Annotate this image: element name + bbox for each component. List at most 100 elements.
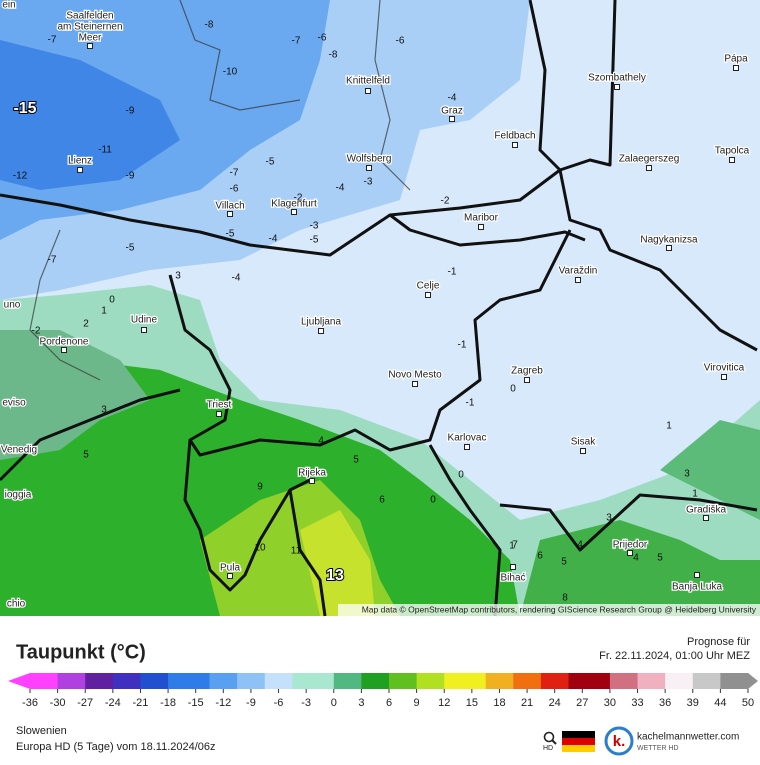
legend-swatch bbox=[692, 673, 708, 689]
legend-swatch bbox=[278, 673, 293, 689]
city-label: Prijedor bbox=[613, 540, 648, 551]
contour-label: 4 bbox=[318, 436, 324, 447]
legend-arrow bbox=[8, 673, 30, 689]
legend-swatch bbox=[720, 673, 735, 689]
legend-swatch bbox=[250, 673, 266, 689]
legend-tick-label: -27 bbox=[77, 697, 93, 709]
contour-label: 5 bbox=[83, 450, 89, 461]
city-label: Villach bbox=[215, 201, 244, 212]
contour-label: -2 bbox=[441, 196, 450, 207]
city-label: Klagenfurt bbox=[271, 199, 317, 210]
contour-label: -15 bbox=[13, 100, 36, 117]
city-label: Triest bbox=[207, 400, 232, 411]
flag[interactable] bbox=[562, 731, 595, 752]
contour-label: 7 bbox=[512, 540, 518, 551]
contour-label: 9 bbox=[257, 482, 263, 493]
city-dot bbox=[729, 157, 735, 163]
city-label: Maribor bbox=[464, 213, 499, 224]
contour-label: 8 bbox=[562, 593, 568, 604]
legend-swatch bbox=[554, 673, 569, 689]
contour-label: -6 bbox=[230, 184, 239, 195]
contour-label: 5 bbox=[561, 557, 567, 568]
contour-label: -7 bbox=[48, 255, 57, 266]
city-label: Knittelfeld bbox=[346, 76, 390, 87]
city-dot bbox=[575, 277, 581, 283]
legend-tick-label: 44 bbox=[714, 697, 726, 709]
contour-label: -4 bbox=[269, 234, 278, 245]
contour-label: -5 bbox=[266, 157, 275, 168]
city-label: Ljubljana bbox=[301, 317, 341, 328]
contour-label: 3 bbox=[684, 469, 690, 480]
contour-label: 3 bbox=[175, 271, 181, 282]
city-dot bbox=[87, 43, 93, 49]
legend-tick-label: 33 bbox=[631, 697, 643, 709]
attribution: Map data © OpenStreetMap contributors, r… bbox=[362, 604, 757, 614]
map: Map data © OpenStreetMap contributors, r… bbox=[0, 0, 760, 700]
city-label: Sisak bbox=[571, 437, 596, 448]
contour-label: -1 bbox=[448, 267, 457, 278]
city-dot bbox=[227, 211, 233, 217]
legend-tick-label: 30 bbox=[604, 697, 616, 709]
contour-label: 0 bbox=[510, 384, 516, 395]
city-dot bbox=[733, 65, 739, 71]
contour-label: 6 bbox=[379, 495, 385, 506]
contour-label: 1 bbox=[101, 306, 107, 317]
legend-swatch bbox=[568, 673, 583, 689]
contour-label: -6 bbox=[318, 33, 327, 44]
contour-label: 0 bbox=[430, 495, 436, 506]
legend-swatch bbox=[99, 673, 114, 689]
legend-title: Taupunkt (°C) bbox=[16, 641, 146, 663]
legend-swatch bbox=[140, 673, 155, 689]
legend-tick-label: -6 bbox=[274, 697, 284, 709]
contour-label: -9 bbox=[126, 106, 135, 117]
city-label: Zalaegerszeg bbox=[619, 154, 680, 165]
zoom-icon[interactable] bbox=[543, 731, 557, 745]
contour-label: 6 bbox=[537, 551, 543, 562]
contour-label: -1 bbox=[466, 398, 475, 409]
legend-swatch bbox=[513, 673, 528, 689]
brand-sub: WETTER HD bbox=[637, 745, 679, 752]
city-label: ioggia bbox=[5, 490, 32, 501]
city-dot bbox=[449, 116, 455, 122]
city-label: Szombathely bbox=[588, 73, 646, 84]
legend-swatch bbox=[485, 673, 500, 689]
city-label: Pordenone bbox=[40, 337, 89, 348]
legend-swatch bbox=[361, 673, 376, 689]
legend-swatch bbox=[223, 673, 238, 689]
city-label: am Steinernen bbox=[57, 22, 122, 33]
legend-swatch bbox=[444, 673, 459, 689]
city-label: eviso bbox=[2, 398, 26, 409]
legend-swatch bbox=[292, 673, 307, 689]
legend-swatch bbox=[85, 673, 100, 689]
city-dot bbox=[694, 572, 700, 578]
legend-tick-label: 18 bbox=[493, 697, 505, 709]
legend-swatch bbox=[30, 673, 45, 689]
forecast-time: Fr. 22.11.2024, 01:00 Uhr MEZ bbox=[599, 650, 750, 662]
contour-label: -5 bbox=[310, 235, 319, 246]
contour-label: -4 bbox=[232, 273, 241, 284]
legend-swatch bbox=[195, 673, 210, 689]
legend-swatch bbox=[375, 673, 390, 689]
contour-label: -7 bbox=[292, 36, 301, 47]
city-label: Banja Luka bbox=[672, 582, 722, 593]
brand-logo bbox=[604, 726, 634, 756]
legend-swatch bbox=[402, 673, 418, 689]
legend-swatch bbox=[71, 673, 86, 689]
city-dot bbox=[580, 448, 586, 454]
city-label: Gradiška bbox=[686, 505, 726, 516]
legend-swatch bbox=[499, 673, 514, 689]
city-dot bbox=[666, 245, 672, 251]
contour-label: 3 bbox=[606, 513, 612, 524]
legend-swatch bbox=[57, 673, 72, 689]
contour-label: -7 bbox=[230, 168, 239, 179]
legend-tick-label: 9 bbox=[414, 697, 420, 709]
contour-label: 13 bbox=[326, 567, 344, 584]
city-dot bbox=[627, 550, 633, 556]
legend-tick-label: -12 bbox=[215, 697, 231, 709]
city-label: Wolfsberg bbox=[347, 154, 392, 165]
legend-tick-label: 27 bbox=[576, 697, 588, 709]
contour-label: -8 bbox=[329, 50, 338, 61]
legend-swatch bbox=[154, 673, 169, 689]
brand-logo-k: k. bbox=[613, 733, 626, 750]
legend-swatch bbox=[596, 673, 611, 689]
